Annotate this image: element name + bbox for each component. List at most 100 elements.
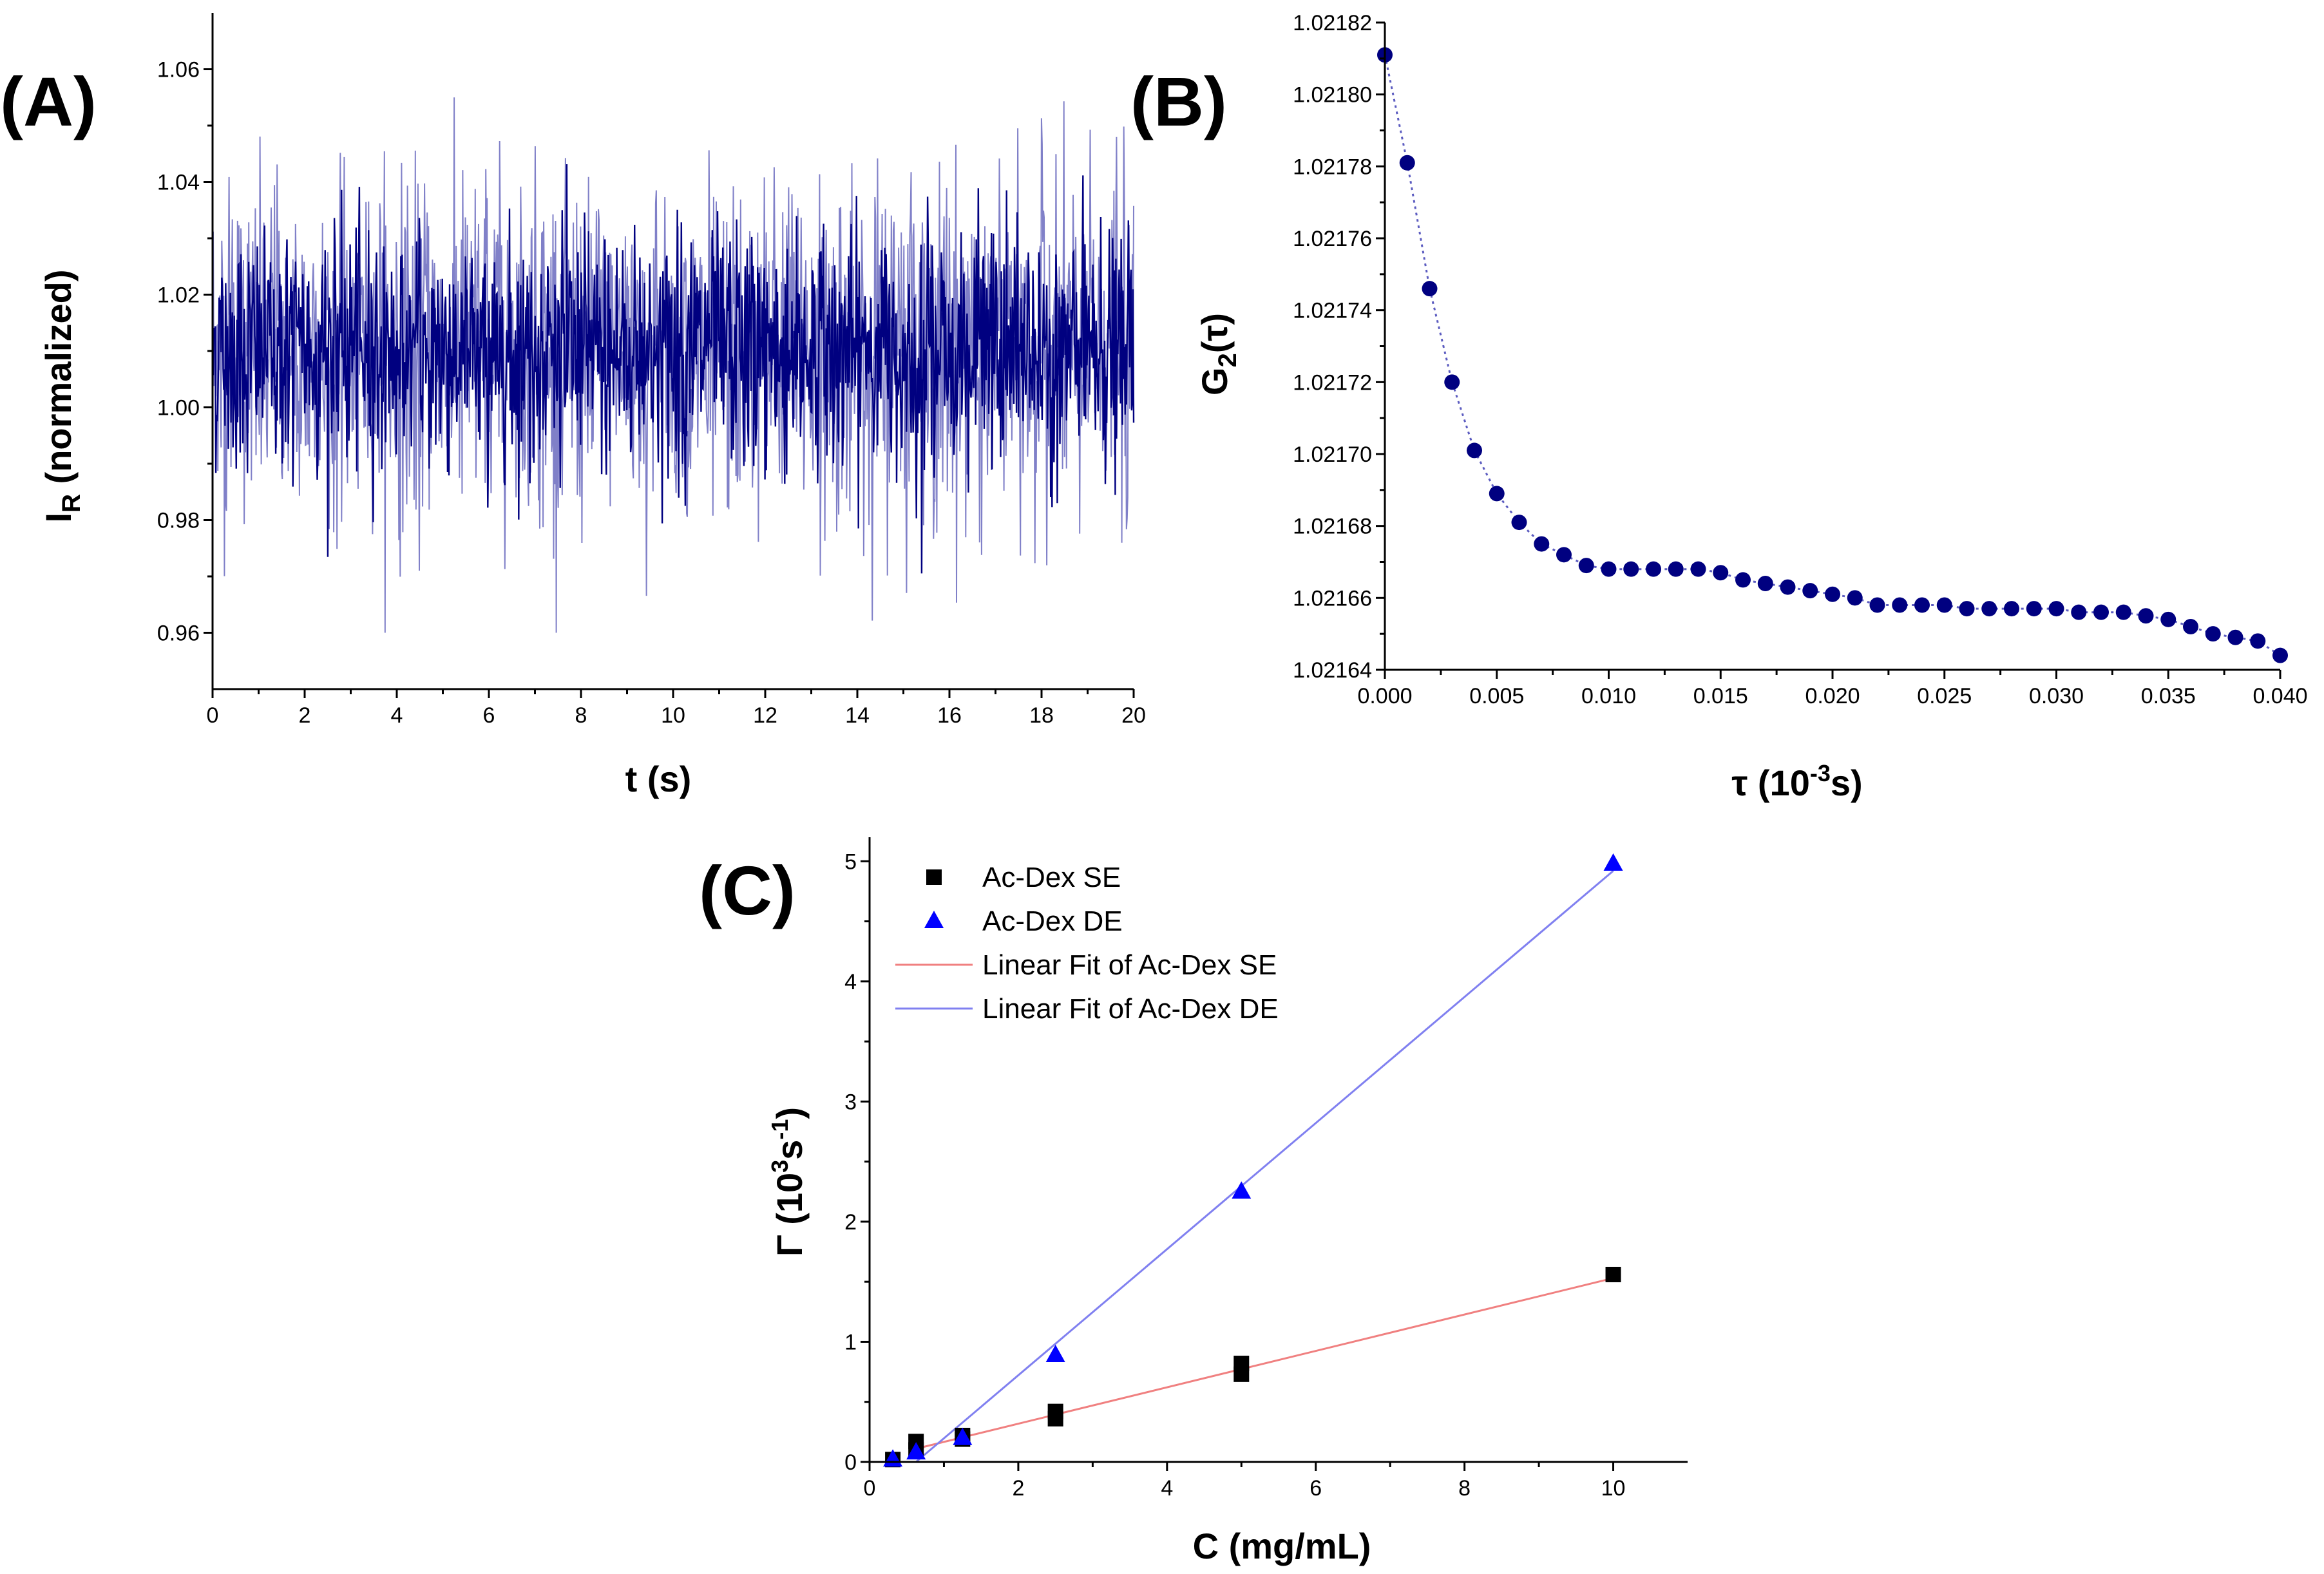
- panel-b-data-point: [1444, 374, 1460, 390]
- panel-b-data-point: [2272, 647, 2288, 663]
- panel-b-data-point: [1399, 155, 1415, 171]
- panel-c-y-tick-label: 2: [844, 1210, 857, 1235]
- panel-c-axes: 0 2 4 6 8 10 0 1 2 3 4 5: [844, 837, 1688, 1501]
- panel-c-y-title-rest: ): [769, 1107, 810, 1119]
- panel-b-x-tick-label: 0.005: [1469, 684, 1524, 708]
- panel-c-x-tick-label: 4: [1161, 1476, 1173, 1501]
- panel-b-y-tick-label: 1.02174: [1293, 299, 1372, 323]
- panel-c-x-tick-label: 0: [864, 1476, 876, 1501]
- panel-b-data-point: [1489, 486, 1505, 502]
- panel-a-y-title-rest: (normalized): [38, 270, 79, 494]
- panel-b-x-tick-label: 0.010: [1581, 684, 1636, 708]
- panel-c-x-tick-label: 6: [1310, 1476, 1322, 1501]
- panel-b-y-axis-title: G2(τ): [1194, 313, 1242, 395]
- panel-b-data-point: [2160, 611, 2176, 627]
- panel-b-data-point: [1422, 281, 1438, 297]
- panel-a-x-tick-label: 16: [937, 703, 962, 728]
- panel-b-label: (B): [1130, 62, 1227, 140]
- panel-b-data-point: [2026, 601, 2042, 617]
- panel-b-y-tick-label: 1.02182: [1293, 11, 1372, 35]
- panel-b-x-title-rest: s): [1831, 763, 1863, 803]
- panel-a-x-tick-label: 18: [1029, 703, 1054, 728]
- panel-b-data: [1377, 47, 2288, 663]
- panel-b-x-tick-label: 0.030: [2029, 684, 2084, 708]
- panel-b-data-point: [1534, 536, 1550, 552]
- panel-b-data-point: [2183, 619, 2198, 634]
- panel-b-data-point: [2048, 601, 2064, 617]
- panel-b-y-tick-label: 1.02164: [1293, 658, 1372, 683]
- panel-a-x-tick-label: 2: [299, 703, 311, 728]
- panel-a-x-tick-label: 10: [661, 703, 685, 728]
- panel-b-x-axis-title: τ (10-3s): [1731, 760, 1862, 803]
- panel-b-y-title-sub: 2: [1214, 353, 1242, 367]
- panel-b-y-tick-label: 1.02168: [1293, 515, 1372, 539]
- panel-a-x-tick-label: 4: [391, 703, 403, 728]
- panel-b-data-point: [1869, 597, 1885, 613]
- panel-c-square-point: [1047, 1403, 1063, 1419]
- panel-c-triangle-point: [1603, 853, 1623, 871]
- panel-c-x-tick-label: 2: [1012, 1476, 1024, 1501]
- panel-b-data-point: [1578, 558, 1594, 574]
- panel-b-data-point: [1467, 442, 1482, 459]
- panel-a-y-title-sub: R: [57, 494, 86, 513]
- panel-b-x-tick-label: 0.015: [1693, 684, 1748, 708]
- panel-b-data-point: [1511, 515, 1527, 531]
- panel-c-legend-label: Linear Fit of Ac-Dex DE: [982, 993, 1279, 1025]
- panel-b-y-tick-label: 1.02172: [1293, 370, 1372, 395]
- panel-b-data-point: [1556, 547, 1572, 563]
- panel-b-data-point: [1936, 597, 1952, 613]
- panel-c-y-tick-label: 5: [844, 849, 857, 874]
- panel-a-y-axis-title: IR (normalized): [38, 270, 86, 523]
- panel-c-triangle-point: [953, 1427, 973, 1445]
- panel-b-data-point: [1892, 597, 1908, 613]
- panel-c-data: [883, 853, 1623, 1468]
- panel-b-data-point: [1825, 586, 1840, 602]
- panel-b-connector-line: [1384, 54, 2281, 656]
- panel-a-x-tick-label: 0: [207, 703, 219, 728]
- panel-a-y-tick-label: 0.96: [157, 621, 200, 646]
- panel-c-y-axis-title: Γ (103s-1): [767, 1107, 810, 1256]
- panel-b-data-point: [1713, 565, 1729, 581]
- panel-c-legend-triangle-swatch: [924, 911, 944, 928]
- panel-c-legend-square-swatch: [926, 869, 942, 885]
- panel-a-y-tick-label: 1.02: [157, 283, 200, 308]
- panel-c: (C) 0 2 4 6 8 10 0 1 2 3 4 5 Ac-Dex SE Ac-Dex DE Line…: [699, 837, 1688, 1566]
- panel-a-x-tick-label: 8: [575, 703, 587, 728]
- panel-b-data-point: [1646, 561, 1661, 577]
- panel-a-y-tick-label: 1.00: [157, 396, 200, 421]
- panel-b-data-point: [2071, 604, 2087, 620]
- panel-c-y-title-sup2: -1: [767, 1119, 793, 1140]
- panel-c-legend-label: Linear Fit of Ac-Dex SE: [982, 949, 1277, 981]
- panel-b-x-tick-label: 0.040: [2253, 684, 2307, 708]
- panel-c-fit-line: [915, 1277, 1614, 1450]
- panel-a-x-tick-label: 20: [1121, 703, 1146, 728]
- panel-a-x-tick-label: 14: [845, 703, 870, 728]
- panel-b-data-point: [2138, 608, 2154, 624]
- panel-b-y-tick-label: 1.02176: [1293, 227, 1372, 251]
- panel-b-data-point: [1914, 597, 1930, 613]
- panel-c-triangle-point: [1045, 1344, 1065, 1362]
- panel-a-y-tick-label: 0.98: [157, 509, 200, 533]
- panel-b-x-tick-label: 0.025: [1917, 684, 1972, 708]
- panel-b-data-point: [1623, 561, 1639, 577]
- panel-b-data-point: [2250, 633, 2266, 649]
- panel-c-y-title-sup1: 3: [767, 1160, 793, 1173]
- panel-c-legend-label: Ac-Dex DE: [982, 906, 1123, 937]
- panel-c-square-point: [1233, 1356, 1250, 1372]
- panel-b-data-point: [1981, 601, 1997, 617]
- panel-a-trace: [211, 164, 1135, 574]
- panel-a-y-tick-label: 1.04: [157, 171, 200, 195]
- panel-a-x-tick-label: 12: [753, 703, 777, 728]
- panel-c-y-tick-label: 3: [844, 1090, 857, 1114]
- panel-c-x-tick-label: 10: [1601, 1476, 1626, 1501]
- panel-b-x-tick-label: 0.000: [1357, 684, 1412, 708]
- panel-b-data-point: [1847, 590, 1863, 606]
- panel-b-y-title-rest: (τ): [1194, 313, 1235, 353]
- panel-b-data-point: [1735, 572, 1751, 588]
- panel-a-axes: 0 2 4 6 8 10 12 14 16 18 20 0.96 0.98 1.00 1.02 1.04 1.0…: [157, 13, 1146, 728]
- panel-b-data-point: [2093, 604, 2109, 620]
- panel-b-x-tick-label: 0.020: [1805, 684, 1860, 708]
- panel-c-x-tick-label: 8: [1458, 1476, 1471, 1501]
- panel-c-label: (C): [699, 851, 795, 929]
